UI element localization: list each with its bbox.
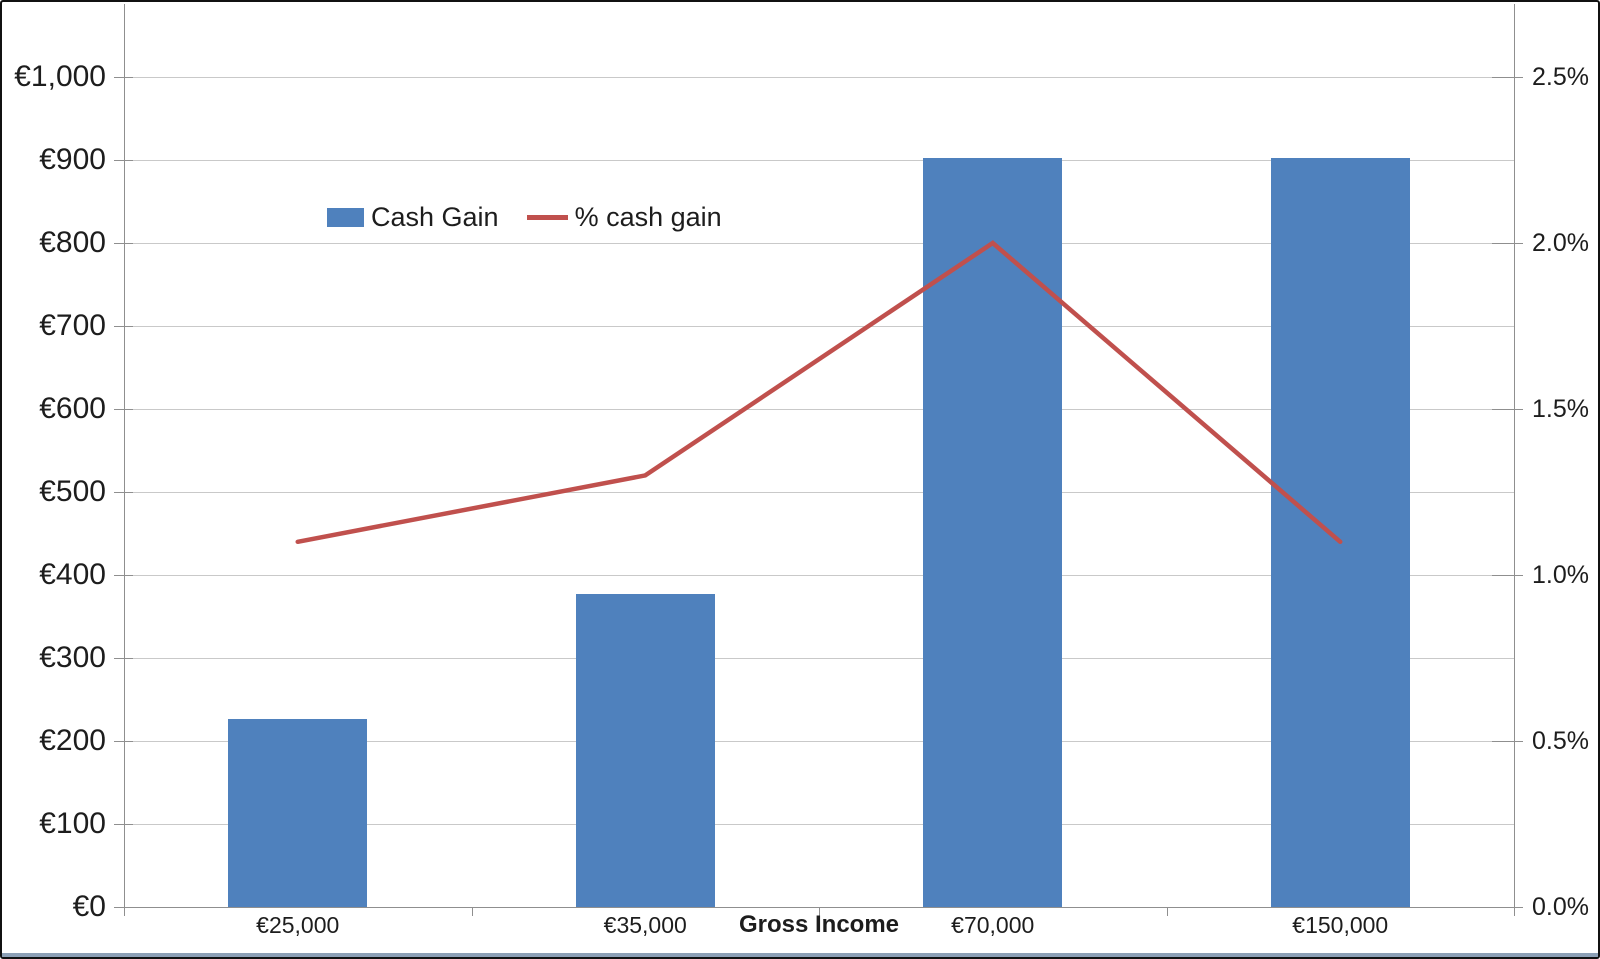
left-axis-tick (114, 326, 133, 327)
gridline (124, 492, 1514, 493)
x-axis-title: Gross Income (738, 911, 900, 938)
left-axis-tick (114, 824, 133, 825)
legend-item-cash-gain: Cash Gain (327, 202, 499, 233)
left-axis-label: €600 (39, 392, 106, 425)
pct-cash-gain-line (295, 240, 1343, 545)
right-axis-tick (1492, 741, 1523, 742)
x-axis-tick (1514, 907, 1515, 916)
pct-cash-gain-polyline (295, 240, 1343, 545)
legend-label-cash-gain: Cash Gain (371, 202, 499, 232)
right-axis-label: 0.0% (1532, 893, 1589, 921)
pct-cash-gain-swatch-icon (526, 215, 568, 220)
left-axis-tick (114, 160, 133, 161)
left-axis-label: €0 (72, 890, 106, 923)
gridline (124, 409, 1514, 410)
right-axis-label: 0.5% (1532, 727, 1589, 755)
x-category-label: €25,000 (256, 912, 340, 938)
left-axis-tick (114, 409, 133, 410)
left-axis-label: €700 (39, 309, 106, 342)
x-category-label: €35,000 (603, 912, 687, 938)
gridline (124, 160, 1514, 161)
gridline (124, 243, 1514, 244)
x-axis-tick (124, 907, 125, 916)
left-axis-label: €200 (39, 724, 106, 757)
x-category-label: €150,000 (1292, 912, 1389, 938)
left-axis-label: €1,000 (14, 60, 106, 93)
x-axis-tick (819, 907, 820, 916)
right-axis-label: 2.0% (1532, 229, 1589, 257)
left-axis-tick (114, 907, 133, 908)
left-axis-tick (114, 658, 133, 659)
left-axis-tick (114, 77, 133, 78)
window-bottom-edge (2, 953, 1598, 957)
right-axis-line (1514, 4, 1515, 916)
x-axis-tick (1167, 907, 1168, 916)
left-axis-label: €900 (39, 143, 106, 176)
left-axis-label: €800 (39, 226, 106, 259)
gridline (124, 658, 1514, 659)
bar-cash-gain (575, 594, 715, 907)
left-axis-line (124, 4, 125, 916)
gridline (124, 77, 1514, 78)
bar-cash-gain (1270, 158, 1410, 907)
bar-cash-gain (228, 719, 368, 907)
x-category-label: €70,000 (951, 912, 1035, 938)
left-axis-tick (114, 492, 133, 493)
gridline (124, 326, 1514, 327)
right-axis-label: 1.5% (1532, 395, 1589, 423)
left-axis-tick (114, 575, 133, 576)
right-axis-tick (1492, 243, 1523, 244)
legend-item-pct-cash-gain: % cash gain (526, 202, 722, 233)
left-axis-tick (114, 741, 133, 742)
right-axis-tick (1492, 409, 1523, 410)
left-axis-label: €500 (39, 475, 106, 508)
right-axis-tick (1492, 77, 1523, 78)
left-axis-label: €300 (39, 641, 106, 674)
right-axis-tick (1492, 575, 1523, 576)
left-axis-tick (114, 243, 133, 244)
right-axis-label: 2.5% (1532, 63, 1589, 91)
left-axis-label: €400 (39, 558, 106, 591)
right-axis-label: 1.0% (1532, 561, 1589, 589)
legend: Cash Gain % cash gain (327, 199, 722, 236)
gridline (124, 575, 1514, 576)
gridline (124, 741, 1514, 742)
legend-label-pct-cash-gain: % cash gain (574, 202, 722, 232)
x-axis-tick (472, 907, 473, 916)
cash-gain-swatch-icon (327, 208, 364, 227)
left-axis-label: €100 (39, 807, 106, 840)
gridline (124, 824, 1514, 825)
